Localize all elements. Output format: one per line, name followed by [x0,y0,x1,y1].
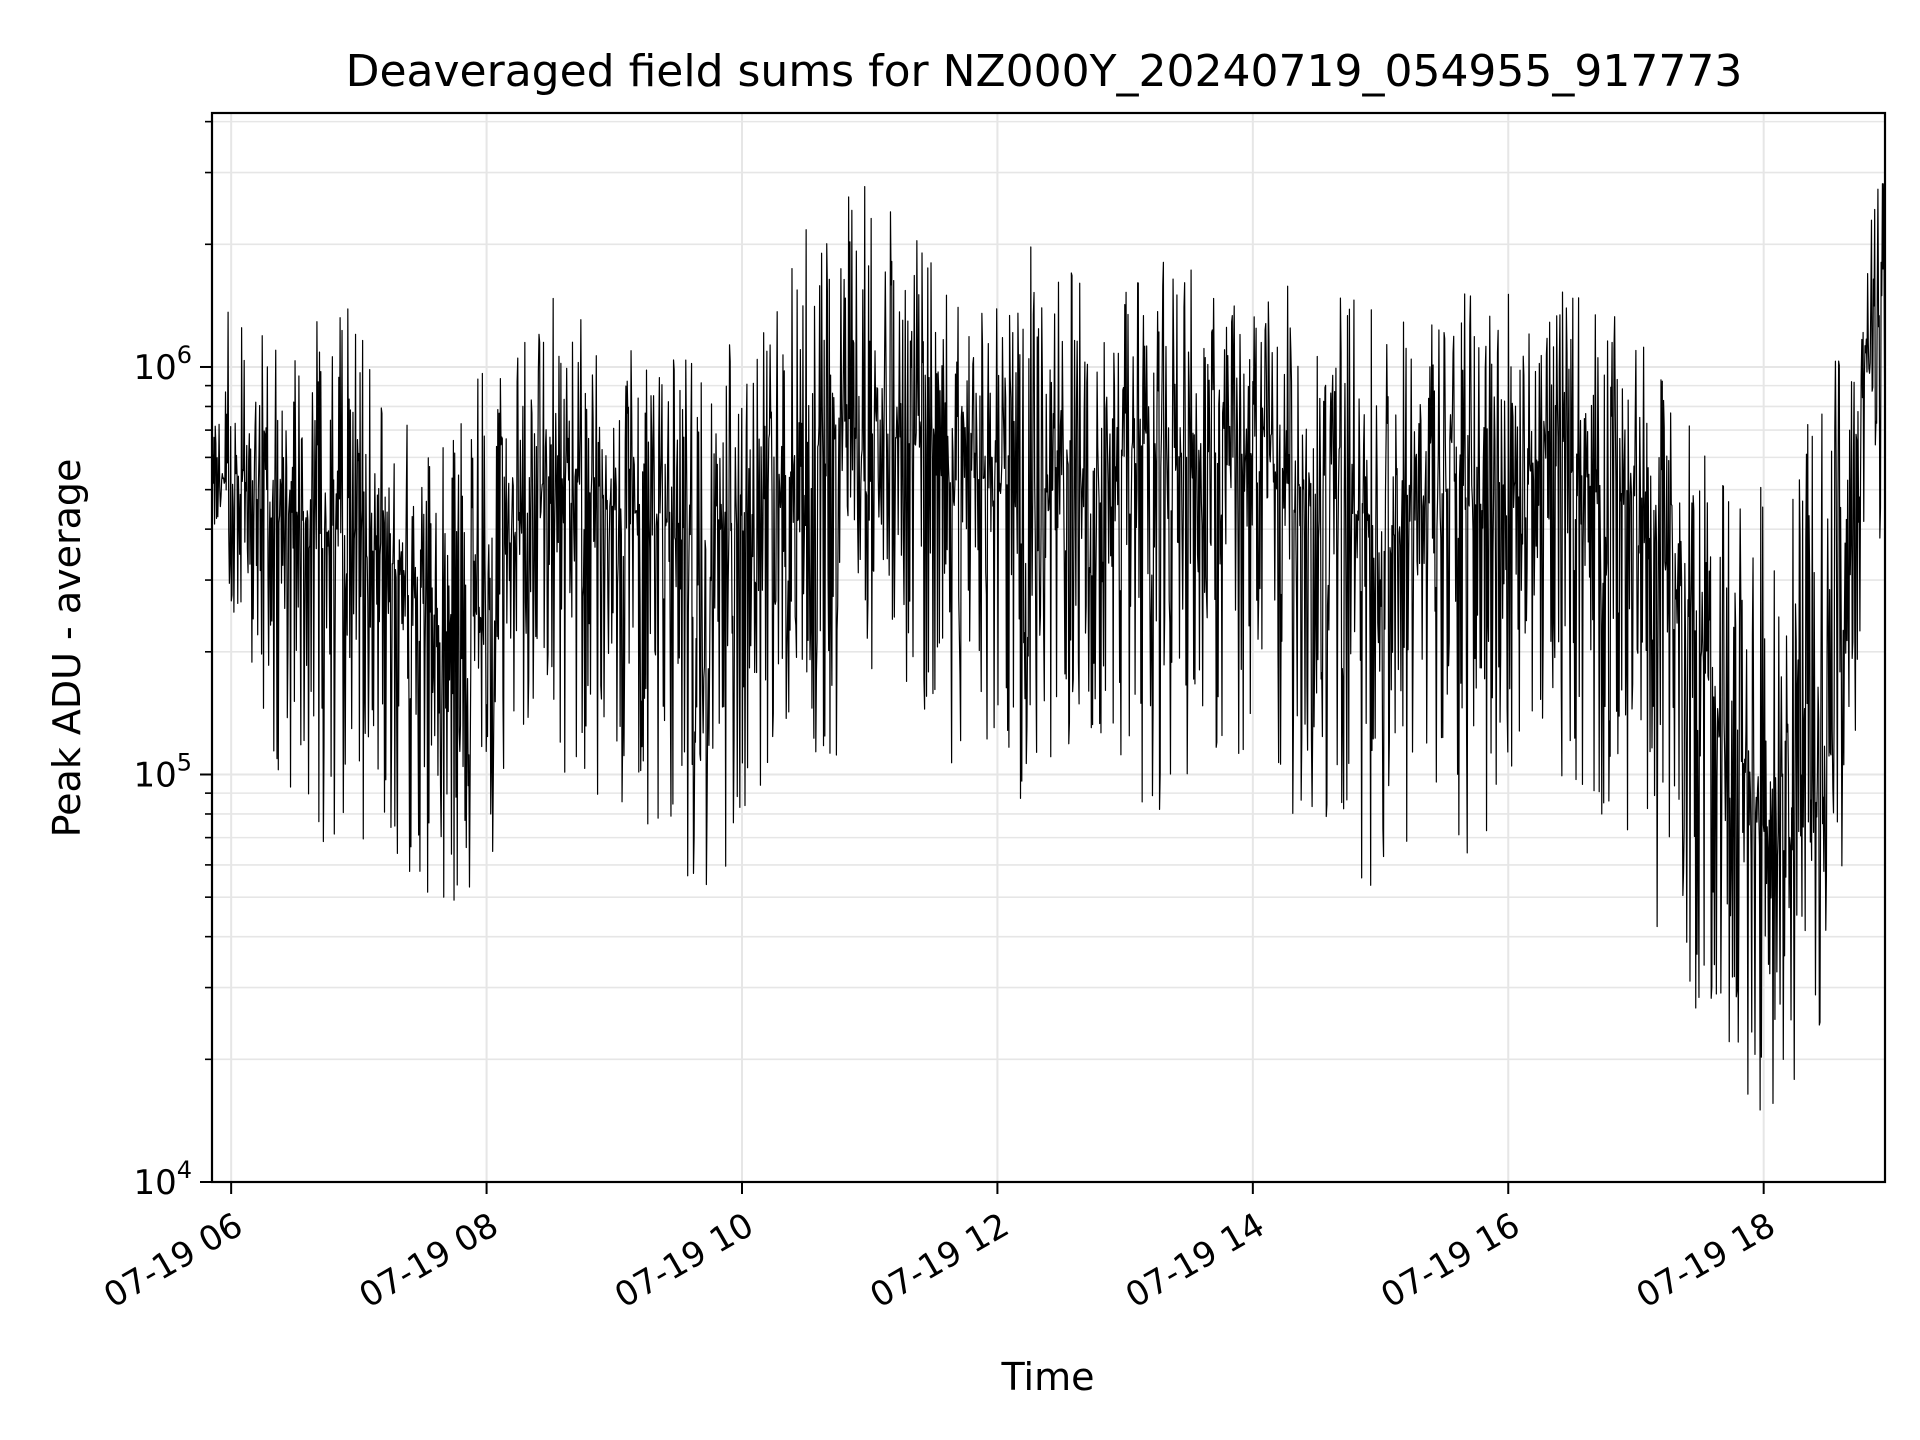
y-tick-label-2: 106 [133,341,192,388]
plot-frame [210,111,1887,1184]
y-tick-label-1: 105 [133,748,192,795]
grid [212,113,1885,1183]
y-axis-label: Peak ADU - average [45,459,89,838]
y-axis: 104 105 106 [133,120,212,1203]
chart-title: Deaveraged field sums for NZ000Y_2024071… [346,46,1743,97]
x-axis-label: Time [1001,1355,1095,1399]
series-line [212,183,1885,1111]
plot-area [212,183,1885,1111]
y-tick-label-0: 104 [133,1156,192,1203]
